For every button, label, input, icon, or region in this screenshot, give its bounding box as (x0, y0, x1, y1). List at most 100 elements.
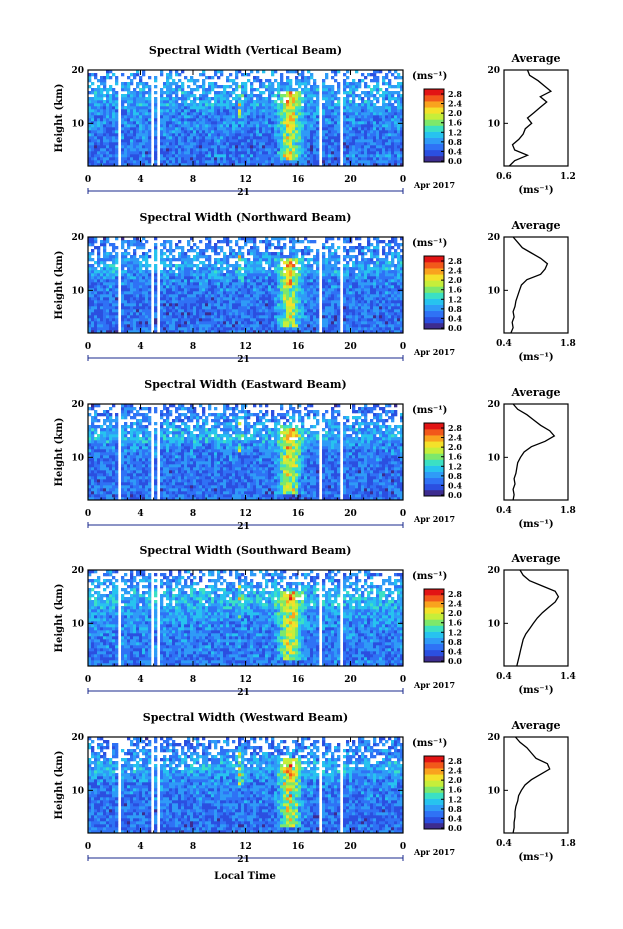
date-label: Apr 2017 (413, 680, 455, 690)
heatmap-cells (88, 404, 404, 501)
colorbar-units: (ms⁻¹) (412, 571, 447, 582)
average-y-tick-label: 20 (487, 400, 500, 410)
colorbar-swatch (424, 137, 444, 145)
colorbar-swatch (424, 816, 444, 824)
x-tick-label: 0 (400, 509, 406, 519)
colorbar-swatch (424, 268, 444, 275)
y-axis-label: Height (km) (54, 251, 65, 320)
colorbar-tick-label: 0.8 (448, 471, 462, 481)
colorbar-swatch (424, 89, 444, 96)
colorbar-swatch (424, 631, 444, 638)
chart-title: Spectral Width (Westward Beam) (143, 711, 348, 724)
x-tick-label: 16 (292, 842, 305, 852)
average-x-tick-label: 0.4 (496, 839, 512, 849)
colorbar-tick-label: 0.0 (448, 656, 462, 666)
x-tick-label: 0 (85, 342, 91, 352)
colorbar-tick-label: 2.0 (448, 275, 462, 285)
colorbar-tick-label: 2.4 (448, 433, 462, 443)
average-x-tick-label: 0.4 (496, 506, 512, 516)
colorbar-swatch (424, 101, 444, 108)
colorbar-swatch (424, 471, 444, 479)
colorbar-tick-label: 0.8 (448, 637, 462, 647)
x-tick-label: 20 (344, 342, 357, 352)
average-line (508, 69, 553, 167)
colorbar-swatch (424, 822, 444, 830)
colorbar-tick-label: 2.8 (448, 423, 462, 433)
colorbar-swatch (424, 601, 444, 608)
colorbar-tick-label: 0.8 (448, 804, 462, 814)
x-tick-label: 4 (137, 842, 143, 852)
colorbar-swatch (424, 262, 444, 269)
colorbar-swatch (424, 477, 444, 485)
panel-westward: Spectral Width (Westward Beam) 0 4 8 12 16 20 0… (54, 711, 576, 865)
x-tick-label: 0 (400, 675, 406, 685)
colorbar-tick-label: 2.0 (448, 108, 462, 118)
x-tick-label: 20 (344, 842, 357, 852)
x-tick-label: 0 (85, 675, 91, 685)
colorbar-units: (ms⁻¹) (412, 738, 447, 749)
x-tick-label: 12 (239, 175, 252, 185)
average-units: (ms⁻¹) (518, 519, 553, 530)
heatmap-cells (88, 237, 404, 334)
y-tick-label: 10 (71, 286, 84, 296)
x-tick-label: 8 (190, 842, 196, 852)
average-y-tick-label: 20 (487, 66, 500, 76)
panel-eastward: Spectral Width (Eastward Beam) 0 4 8 12 16 20 0… (54, 378, 576, 532)
average-title: Average (510, 552, 560, 565)
colorbar-tick-label: 0.4 (448, 146, 462, 156)
day-label: 21 (237, 855, 250, 865)
colorbar-swatch (424, 429, 444, 436)
average-x-tick-label: 1.4 (560, 672, 576, 682)
colorbar-tick-label: 0.0 (448, 323, 462, 333)
x-tick-label: 12 (239, 675, 252, 685)
average-title: Average (510, 52, 560, 65)
colorbar-tick-label: 1.2 (448, 461, 462, 471)
chart-title: Spectral Width (Vertical Beam) (149, 44, 342, 57)
average-y-tick-label: 10 (487, 786, 500, 796)
colorbar-swatch (424, 119, 444, 126)
colorbar-frame (423, 422, 445, 497)
average-title: Average (510, 219, 560, 232)
average-title: Average (510, 719, 560, 732)
x-tick-label: 20 (344, 675, 357, 685)
colorbar-tick-label: 2.8 (448, 256, 462, 266)
colorbar-swatch (424, 619, 444, 626)
y-axis-label: Height (km) (54, 584, 65, 653)
x-tick-label: 0 (85, 842, 91, 852)
colorbar-swatch (424, 643, 444, 651)
x-tick-label: 12 (239, 342, 252, 352)
date-label: Apr 2017 (413, 514, 455, 524)
colorbar-swatch (424, 155, 444, 163)
panel-northward: Spectral Width (Northward Beam) 0 4 8 12 16 20… (54, 211, 576, 365)
colorbar-tick-label: 0.4 (448, 813, 462, 823)
colorbar-swatch (424, 310, 444, 318)
colorbar-swatch (424, 131, 444, 138)
colorbar-units: (ms⁻¹) (412, 238, 447, 249)
average-frame (503, 569, 569, 667)
y-tick-label: 10 (71, 786, 84, 796)
average-x-tick-label: 1.8 (560, 339, 576, 349)
colorbar-swatch (424, 274, 444, 281)
heatmap-cells (88, 70, 404, 167)
colorbar-tick-label: 2.0 (448, 608, 462, 618)
colorbar-tick-label: 2.4 (448, 99, 462, 109)
average-y-tick-label: 20 (487, 233, 500, 243)
average-frame (503, 236, 569, 334)
colorbar-swatch (424, 292, 444, 299)
day-label: 21 (237, 355, 250, 365)
colorbar-swatch (424, 256, 444, 263)
colorbar-swatch (424, 483, 444, 491)
colorbar-tick-label: 2.4 (448, 266, 462, 276)
y-tick-label: 20 (71, 400, 84, 410)
colorbar-swatch (424, 625, 444, 632)
colorbar-swatch (424, 149, 444, 157)
average-line (512, 403, 556, 501)
colorbar-swatch (424, 107, 444, 114)
average-x-tick-label: 0.4 (496, 339, 512, 349)
colorbar-tick-label: 1.2 (448, 627, 462, 637)
colorbar-tick-label: 0.0 (448, 490, 462, 500)
x-tick-label: 0 (85, 509, 91, 519)
colorbar-swatch (424, 95, 444, 102)
colorbar-tick-label: 2.8 (448, 589, 462, 599)
x-tick-label: 0 (400, 842, 406, 852)
